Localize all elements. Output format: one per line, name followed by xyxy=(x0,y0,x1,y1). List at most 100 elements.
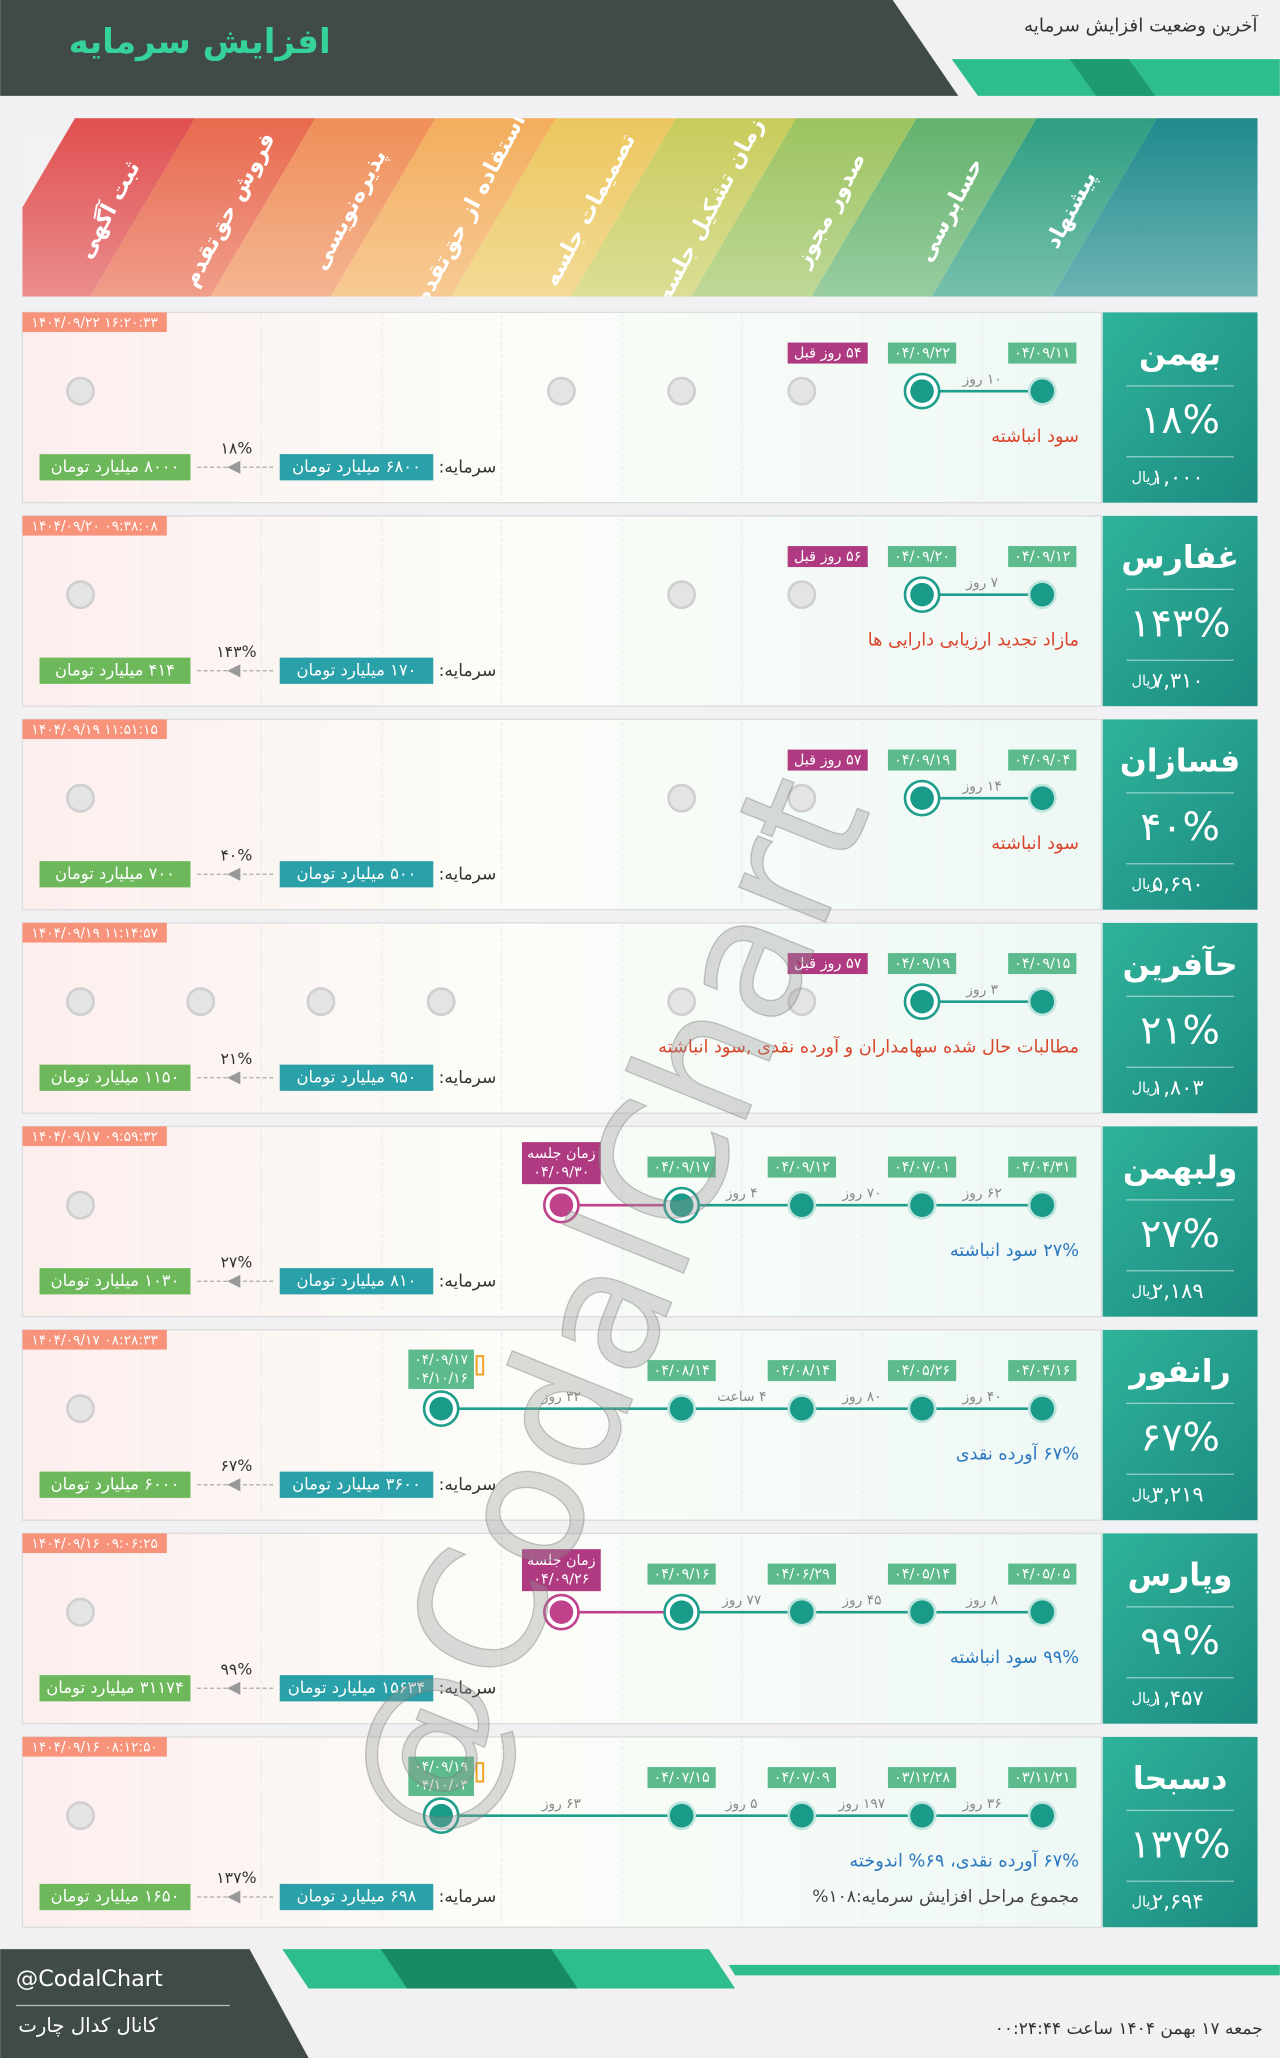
date-badge xyxy=(1008,1767,1077,1789)
pending-step xyxy=(306,987,336,1017)
date: ۰۴/۰۵/۱۴ xyxy=(894,1567,950,1583)
side-percent: ۲۱% xyxy=(1140,1008,1220,1054)
gap-label: ۳ روز xyxy=(965,982,998,998)
done-step xyxy=(787,1394,817,1424)
hourglass-icon xyxy=(475,1355,485,1376)
date: ۰۴/۰۷/۰۱ xyxy=(894,1160,950,1176)
capital-label: سرمایه: xyxy=(439,1475,497,1495)
price: ۱,۴۵۷ xyxy=(1152,1686,1204,1710)
date-badge xyxy=(1008,342,1077,364)
done-step xyxy=(1027,1801,1057,1831)
price-unit: ریال xyxy=(1132,673,1158,689)
capital-to: ۸۰۰۰ میلیارد تومان xyxy=(51,457,180,477)
date-badge xyxy=(887,1767,957,1789)
capital-label: سرمایه: xyxy=(439,1678,497,1698)
capital-from: ۱۵۶۳۴ میلیارد تومان xyxy=(288,1678,426,1698)
capital-from: ۹۵۰ میلیارد تومان xyxy=(297,1067,417,1087)
capital-label: سرمایه: xyxy=(439,661,497,681)
date: ۰۴/۰۹/۲۲ xyxy=(894,346,950,362)
date: ۰۴/۰۵/۲۶ xyxy=(894,1363,950,1379)
date-badge xyxy=(887,1156,957,1178)
side-percent: ۱۸% xyxy=(1140,397,1220,443)
date-badge xyxy=(887,953,957,975)
change: ۲۷% xyxy=(220,1252,252,1271)
date-badge xyxy=(647,1563,716,1585)
done-step xyxy=(1027,580,1057,610)
change-arrow-head xyxy=(227,1071,241,1085)
date: ۰۴/۰۸/۱۴ xyxy=(654,1363,710,1379)
date-badge xyxy=(647,1360,716,1382)
ago: ۵۷ روز قبل xyxy=(794,956,862,972)
change: ۴۰% xyxy=(220,845,252,864)
price-unit: ریال xyxy=(1132,1691,1158,1707)
date: ۰۴/۰۹/۰۴ xyxy=(1014,753,1070,769)
capital-label: سرمایه: xyxy=(439,457,497,477)
ago-badge xyxy=(787,749,868,771)
hourglass-icon xyxy=(475,1762,485,1783)
capital-to: ۱۶۵۰ میلیارد تومان xyxy=(51,1887,180,1907)
total-note: مجموع مراحل افزایش سرمایه:۱۰۸% xyxy=(812,1887,1079,1907)
pending-step xyxy=(66,376,95,406)
pending-step xyxy=(426,987,456,1017)
done-step xyxy=(907,1801,937,1831)
change: ۲۱% xyxy=(220,1049,252,1068)
capital-to-box xyxy=(39,1675,191,1702)
note: سود انباشته xyxy=(991,427,1079,447)
meeting-step xyxy=(549,1600,574,1624)
date-badge xyxy=(1008,953,1077,975)
footer-stripe xyxy=(728,1964,1280,1976)
current-step xyxy=(429,1803,453,1828)
gap-label: ۳۶ روز xyxy=(962,1796,1002,1812)
pending-step xyxy=(667,783,697,813)
range-date: ۰۴/۰۹/۱۹ xyxy=(414,1759,468,1775)
price-unit: ریال xyxy=(1132,1894,1158,1910)
date-badge xyxy=(887,1563,957,1585)
gap-label: ۸۰ روز xyxy=(841,1389,881,1405)
date-badge xyxy=(887,749,957,771)
timestamp-badge xyxy=(22,312,167,333)
pending-step xyxy=(186,987,216,1017)
side-panel xyxy=(1102,312,1258,503)
pending-step xyxy=(66,1190,95,1220)
side-panel xyxy=(1102,1329,1258,1521)
meeting-date: ۰۴/۰۹/۳۰ xyxy=(533,1164,589,1180)
symbol: دسبحا xyxy=(1133,1761,1228,1797)
timestamp: ۱۴۰۴/۰۹/۱۷ ۰۹:۵۹:۳۲ xyxy=(31,1129,157,1145)
note: ۶۷% آورده نقدی xyxy=(956,1442,1079,1465)
done-step xyxy=(1027,987,1057,1017)
range-date: ۰۴/۰۹/۱۷ xyxy=(414,1352,468,1368)
note: ۹۹% سود انباشته xyxy=(950,1648,1079,1668)
capital-label: سرمایه: xyxy=(439,864,497,884)
capital-from: ۶۸۰۰ میلیارد تومان xyxy=(292,457,421,477)
note: مطالبات حال شده سهامداران و آورده نقدی ,… xyxy=(658,1035,1079,1058)
ago: ۵۷ روز قبل xyxy=(794,753,862,769)
price: ۳,۲۱۹ xyxy=(1152,1482,1204,1506)
date-badge xyxy=(1008,546,1077,568)
capital-to-box xyxy=(39,861,191,888)
gap-label: ۱۰ روز xyxy=(962,371,1002,387)
date: ۰۴/۰۸/۱۴ xyxy=(774,1363,830,1379)
change: ۹۹% xyxy=(220,1659,252,1678)
side-panel xyxy=(1102,1736,1258,1928)
gap-label: ۴۰ روز xyxy=(962,1389,1002,1405)
timestamp-badge xyxy=(22,922,167,943)
date: ۰۴/۰۵/۰۵ xyxy=(1014,1567,1070,1583)
current-step xyxy=(910,989,934,1014)
ago: ۵۴ روز قبل xyxy=(794,346,862,362)
timestamp-badge xyxy=(22,515,167,536)
gap-label: ۴ روز xyxy=(725,1185,758,1201)
change-arrow-head xyxy=(227,1274,241,1288)
title: افزایش سرمایه xyxy=(69,22,331,62)
current-step xyxy=(910,786,934,810)
date: ۰۴/۰۷/۱۵ xyxy=(654,1770,710,1786)
capital-to: ۴۱۴ میلیارد تومان xyxy=(55,660,175,680)
capital-from: ۱۷۰ میلیارد تومان xyxy=(297,660,417,680)
date-badge xyxy=(1008,1156,1077,1178)
done-step xyxy=(907,1597,937,1627)
change-arrow-head xyxy=(227,1681,241,1695)
capital-from-box xyxy=(279,1268,434,1295)
pending-step xyxy=(787,376,817,406)
current-step xyxy=(429,1396,453,1421)
stage-shade xyxy=(22,118,1258,297)
